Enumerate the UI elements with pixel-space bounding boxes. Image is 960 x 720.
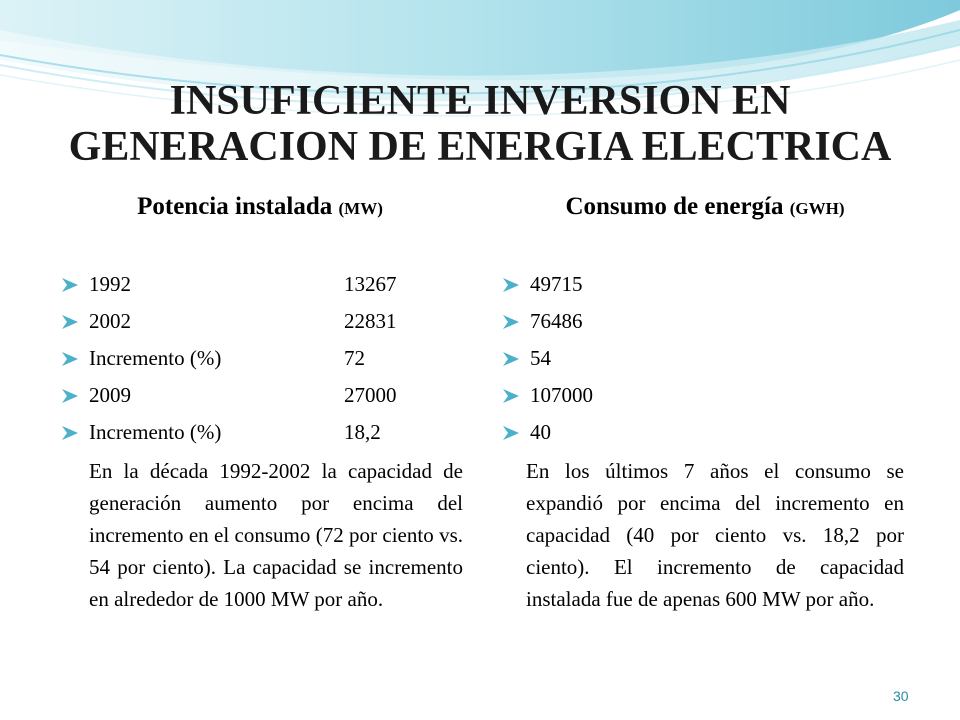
list-item: 107000 xyxy=(503,377,903,414)
list-item: 2002 22831 xyxy=(62,303,462,340)
list-item-value: 49715 xyxy=(530,272,583,296)
page-number: 30 xyxy=(893,688,909,704)
arrow-bullet-icon xyxy=(503,278,519,292)
list-item: 40 xyxy=(503,414,903,451)
right-column-heading: Consumo de energía (GWH) xyxy=(505,193,905,221)
list-item-value: 22831 xyxy=(344,309,397,333)
slide-title: INSUFICIENTE INVERSION EN GENERACION DE … xyxy=(0,78,960,170)
list-item-label: 2009 xyxy=(89,383,131,407)
list-item: 76486 xyxy=(503,303,903,340)
list-item-value: 13267 xyxy=(344,272,397,296)
left-column-heading: Potencia instalada (MW) xyxy=(60,193,460,221)
arrow-bullet-icon xyxy=(62,389,78,403)
list-item-value: 76486 xyxy=(530,309,583,333)
list-item-label: 1992 xyxy=(89,272,131,296)
list-item: Incremento (%) 72 xyxy=(62,340,462,377)
slide-title-line-1: INSUFICIENTE INVERSION EN xyxy=(169,78,791,124)
arrow-bullet-icon xyxy=(503,315,519,329)
list-item: 2009 27000 xyxy=(62,377,462,414)
list-item-value: 18,2 xyxy=(344,420,381,444)
right-heading-unit: (GWH) xyxy=(789,199,845,218)
list-item-label: Incremento (%) xyxy=(89,346,222,370)
list-item-value: 40 xyxy=(530,420,551,444)
arrow-bullet-icon xyxy=(503,426,519,440)
arrow-bullet-icon xyxy=(62,352,78,366)
list-item-label: 2002 xyxy=(89,309,131,333)
right-heading-text: Consumo de energía xyxy=(565,193,784,220)
left-paragraph: En la década 1992-2002 la capacidad de g… xyxy=(89,459,463,611)
slide-title-line-2: GENERACION DE ENERGIA ELECTRICA xyxy=(68,124,892,170)
list-item-value: 72 xyxy=(344,346,365,370)
header-wave-decoration xyxy=(0,0,960,117)
left-heading-text: Potencia instalada xyxy=(137,193,333,220)
right-bullet-list: 49715 76486 54 107000 40 xyxy=(503,266,903,451)
arrow-bullet-icon xyxy=(62,315,78,329)
list-item-label: Incremento (%) xyxy=(89,420,222,444)
list-item: 49715 xyxy=(503,266,903,303)
list-item: 54 xyxy=(503,340,903,377)
arrow-bullet-icon xyxy=(503,389,519,403)
list-item: Incremento (%) 18,2 xyxy=(62,414,462,451)
list-item-value: 54 xyxy=(530,346,551,370)
left-heading-unit: (MW) xyxy=(338,199,383,218)
list-item-value: 107000 xyxy=(530,383,593,407)
list-item: 1992 13267 xyxy=(62,266,462,303)
left-bullet-list: 1992 13267 2002 22831 Incremento (%) 72 … xyxy=(62,266,462,451)
right-paragraph: En los últimos 7 años el consumo se expa… xyxy=(526,459,904,611)
arrow-bullet-icon xyxy=(62,278,78,292)
arrow-bullet-icon xyxy=(62,426,78,440)
arrow-bullet-icon xyxy=(503,352,519,366)
list-item-value: 27000 xyxy=(344,383,397,407)
